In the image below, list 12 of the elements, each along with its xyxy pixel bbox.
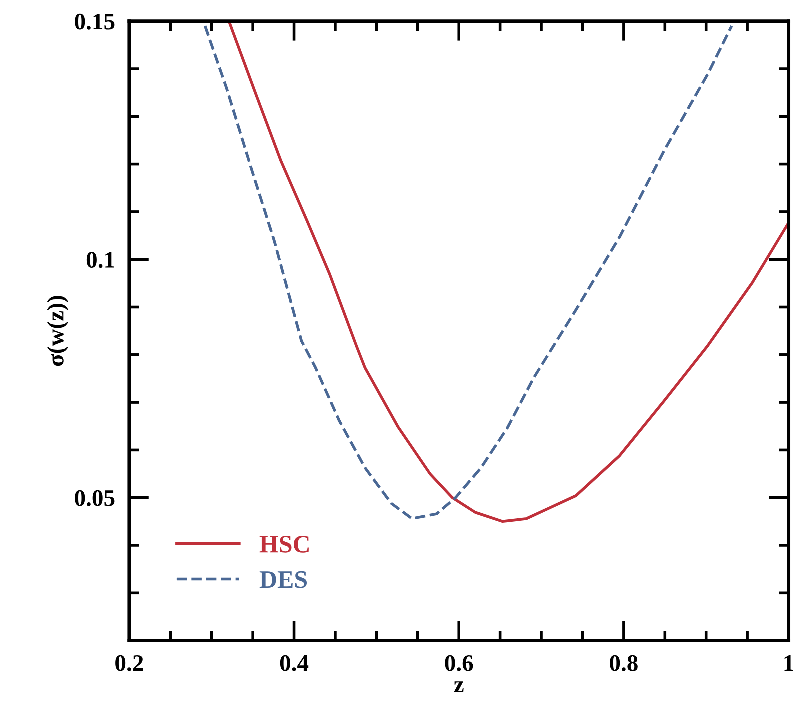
x-axis-title: z [454, 682, 464, 692]
legend-label: DES [260, 571, 308, 588]
x-tick-label: 0.6 [445, 655, 474, 672]
y-tick-label: 0.1 [86, 252, 114, 268]
x-tick-label: 0.8 [610, 655, 638, 672]
legend-label: HSC [260, 536, 309, 553]
x-tick-label: 1 [784, 655, 794, 672]
x-tick-label: 0.4 [280, 655, 309, 672]
y-tick-label: 0.05 [75, 490, 115, 506]
x-tick-label: 0.2 [116, 655, 144, 672]
y-axis-title: σ(w(z)) [47, 296, 69, 366]
y-tick-label: 0.15 [75, 14, 115, 30]
